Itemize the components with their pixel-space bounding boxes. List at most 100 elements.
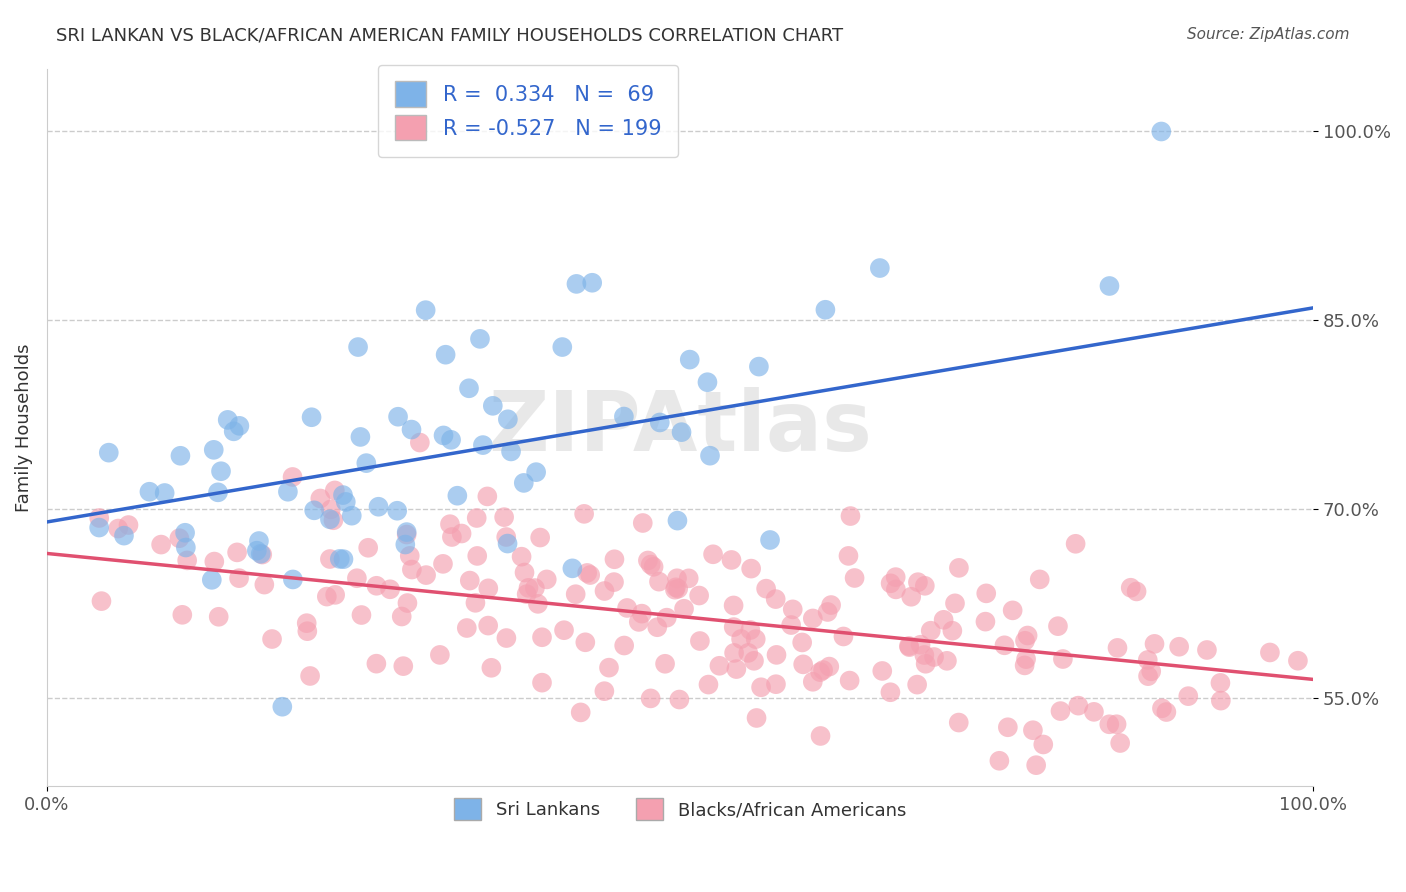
Point <box>655 610 678 624</box>
Point <box>792 657 814 672</box>
Point <box>759 533 782 547</box>
Point <box>910 638 932 652</box>
Point <box>434 348 457 362</box>
Point <box>576 566 599 580</box>
Point <box>689 634 711 648</box>
Point <box>299 669 322 683</box>
Point <box>637 553 659 567</box>
Point <box>89 520 111 534</box>
Point <box>723 620 745 634</box>
Point <box>603 552 626 566</box>
Point <box>153 486 176 500</box>
Point <box>347 340 370 354</box>
Point <box>832 630 855 644</box>
Point <box>322 513 344 527</box>
Point <box>565 277 588 291</box>
Point <box>458 574 481 588</box>
Point <box>551 340 574 354</box>
Point <box>207 485 229 500</box>
Point <box>810 729 832 743</box>
Point <box>89 511 111 525</box>
Point <box>765 592 787 607</box>
Point <box>884 582 907 597</box>
Point <box>450 526 472 541</box>
Point <box>366 657 388 671</box>
Point <box>432 557 454 571</box>
Point <box>260 632 283 646</box>
Point <box>922 650 945 665</box>
Point <box>531 630 554 644</box>
Point <box>315 590 337 604</box>
Point <box>169 531 191 545</box>
Point <box>666 582 689 596</box>
Point <box>1195 643 1218 657</box>
Point <box>755 582 778 596</box>
Point <box>844 571 866 585</box>
Point <box>401 563 423 577</box>
Point <box>564 587 586 601</box>
Point <box>593 584 616 599</box>
Point <box>346 571 368 585</box>
Point <box>654 657 676 671</box>
Point <box>1156 705 1178 719</box>
Point <box>643 559 665 574</box>
Point <box>745 632 768 647</box>
Point <box>465 549 488 563</box>
Point <box>496 536 519 550</box>
Point <box>627 615 650 629</box>
Point <box>432 428 454 442</box>
Point <box>665 580 688 594</box>
Point <box>897 639 920 653</box>
Point <box>394 537 416 551</box>
Point <box>725 662 748 676</box>
Point <box>529 531 551 545</box>
Point <box>249 547 271 561</box>
Point <box>1032 738 1054 752</box>
Point <box>378 582 401 597</box>
Legend: Sri Lankans, Blacks/African Americans: Sri Lankans, Blacks/African Americans <box>440 784 921 835</box>
Point <box>107 522 129 536</box>
Point <box>329 552 352 566</box>
Point <box>499 444 522 458</box>
Point <box>598 660 620 674</box>
Point <box>150 538 173 552</box>
Point <box>1177 689 1199 703</box>
Point <box>246 543 269 558</box>
Point <box>581 276 603 290</box>
Point <box>1150 124 1173 138</box>
Point <box>297 624 319 639</box>
Point <box>912 648 935 662</box>
Point <box>869 260 891 275</box>
Point <box>613 409 636 424</box>
Point <box>309 491 332 506</box>
Point <box>90 594 112 608</box>
Point <box>253 577 276 591</box>
Point <box>920 624 942 638</box>
Point <box>97 445 120 459</box>
Point <box>494 510 516 524</box>
Point <box>943 596 966 610</box>
Point <box>723 646 745 660</box>
Point <box>723 599 745 613</box>
Point <box>914 657 936 671</box>
Point <box>948 715 970 730</box>
Point <box>648 574 671 589</box>
Point <box>456 621 478 635</box>
Point <box>468 332 491 346</box>
Point <box>169 449 191 463</box>
Point <box>801 674 824 689</box>
Point <box>907 575 929 590</box>
Point <box>513 475 536 490</box>
Point <box>879 576 901 591</box>
Point <box>440 530 463 544</box>
Point <box>226 545 249 559</box>
Point <box>1064 537 1087 551</box>
Point <box>561 561 583 575</box>
Point <box>222 425 245 439</box>
Point <box>678 571 700 585</box>
Point <box>277 484 299 499</box>
Point <box>516 587 538 601</box>
Point <box>477 618 499 632</box>
Point <box>209 464 232 478</box>
Point <box>1105 717 1128 731</box>
